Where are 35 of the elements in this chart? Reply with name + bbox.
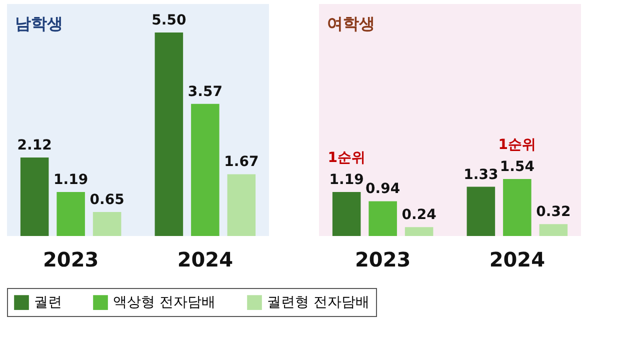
x-tick-label: 2023	[354, 248, 411, 272]
bar	[92, 212, 122, 236]
data-label: 1.33	[464, 166, 498, 183]
data-label: 2.12	[17, 138, 52, 154]
bar	[20, 158, 49, 236]
x-tick-label: 2024	[177, 248, 234, 272]
bar	[154, 32, 184, 236]
bar	[539, 224, 568, 236]
bar	[191, 104, 220, 236]
bar	[56, 192, 85, 236]
bar	[503, 179, 532, 236]
chart-title: 남학생	[15, 14, 63, 33]
data-label: 1.67	[224, 154, 259, 170]
legend-label: 궐련	[34, 294, 62, 311]
bar	[466, 186, 496, 236]
x-tick-label: 2023	[42, 248, 99, 272]
text: 1순위	[498, 137, 536, 154]
data-label: 0.65	[90, 192, 124, 208]
bar	[332, 192, 361, 236]
data-label: 0.94	[366, 181, 400, 198]
legend-label: 궐련형 전자담배	[267, 294, 370, 311]
data-label: 1.19	[329, 172, 364, 188]
bar	[404, 227, 434, 236]
legend-label: 액상형 전자담배	[113, 294, 216, 311]
data-label: 0.24	[402, 207, 437, 224]
data-label: 0.32	[536, 204, 571, 220]
bar	[227, 174, 256, 236]
text: 1순위	[328, 150, 366, 166]
chart-title: 여학생	[327, 14, 375, 33]
data-label: 1.54	[500, 159, 535, 176]
data-label: 5.50	[152, 12, 186, 28]
data-label: 1.19	[54, 172, 88, 188]
bar	[368, 201, 397, 236]
data-label: 3.57	[188, 84, 222, 100]
x-tick-label: 2024	[489, 248, 546, 272]
